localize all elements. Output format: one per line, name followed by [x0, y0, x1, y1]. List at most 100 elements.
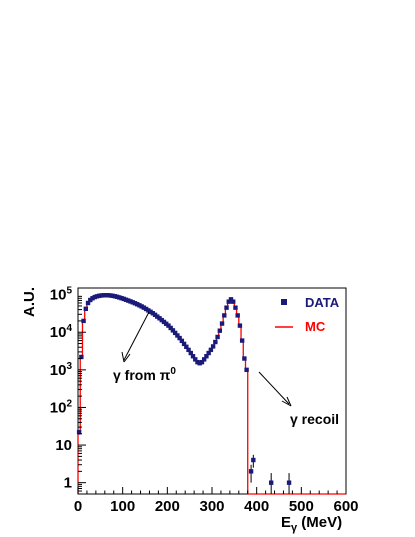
data-point: [237, 323, 243, 328]
x-tick-label: 600: [333, 498, 358, 515]
y-tick-label: 105: [50, 286, 73, 304]
data-point: [181, 341, 187, 347]
data-point: [83, 306, 89, 311]
data-point: [235, 313, 240, 318]
data-point: [114, 294, 120, 300]
data-point: [130, 300, 135, 305]
legend: DATA MC: [275, 295, 340, 334]
y-tick-label: 102: [50, 398, 73, 416]
data-point: [224, 305, 229, 310]
data-point: [231, 299, 236, 304]
data-point: [99, 293, 104, 298]
data-point: [210, 344, 216, 349]
data-point: [193, 357, 198, 362]
data-point: [168, 325, 173, 331]
x-tick-label: 100: [110, 498, 135, 515]
data-point: [188, 350, 193, 356]
data-point: [103, 293, 109, 298]
data-point: [197, 361, 202, 366]
annotation-pi0: γ from π0: [113, 311, 176, 383]
data-point: [177, 335, 182, 341]
data-point: [157, 316, 162, 321]
data-point: [213, 339, 218, 345]
legend-data-marker: [281, 299, 287, 305]
axes: 0 100 200 300 400 500 600 1 10 102 103 104 105: [50, 286, 359, 515]
data-point: [166, 323, 171, 328]
data-point: [268, 480, 274, 485]
data-point: [81, 318, 86, 324]
data-point: [201, 357, 207, 362]
data-point: [150, 311, 156, 316]
annotation-recoil-arrowhead: [281, 396, 292, 407]
data-point: [219, 321, 225, 326]
x-tick-label: 300: [199, 498, 224, 515]
data-point: [141, 305, 147, 310]
data-point: [108, 293, 113, 298]
data-point: [161, 319, 167, 325]
data-point: [123, 297, 129, 302]
data-point: [190, 354, 196, 359]
data-point: [88, 297, 93, 303]
data-point: [184, 344, 189, 349]
x-tick-label: 0: [74, 498, 82, 515]
data-point: [244, 367, 249, 373]
data-point: [199, 359, 205, 365]
data-point: [215, 334, 220, 340]
data-point: [217, 328, 223, 333]
data-point: [112, 294, 118, 299]
annotation-pi0-arrow: [123, 311, 150, 361]
legend-mc-label: MC: [305, 319, 326, 334]
data-point: [170, 328, 176, 333]
data-point: [195, 359, 200, 365]
data-point: [242, 356, 247, 361]
data-point: [132, 301, 138, 306]
data-point: [179, 338, 185, 344]
data-point: [222, 313, 227, 318]
data-point: [286, 480, 292, 485]
data-point: [126, 298, 131, 303]
annotation-recoil-text: γ recoil: [290, 411, 339, 427]
data-point: [134, 302, 140, 307]
annotation-pi0-arrowhead: [121, 351, 131, 363]
x-axis-title: Eγ (MeV): [281, 514, 342, 534]
data-point: [164, 321, 169, 326]
x-tick-label: 400: [244, 498, 269, 515]
data-point: [155, 314, 160, 319]
data-point: [251, 457, 256, 463]
data-point: [139, 304, 144, 309]
data-point: [137, 303, 142, 308]
data-point: [92, 294, 97, 300]
data-series: [76, 293, 292, 494]
data-point: [117, 295, 122, 300]
data-point: [233, 305, 238, 310]
y-axis-title: A.U.: [21, 287, 38, 317]
y-tick-label: 104: [50, 323, 73, 341]
data-point: [101, 293, 106, 298]
data-point: [248, 469, 254, 474]
y-tick-label: 10: [55, 437, 72, 454]
data-point: [110, 293, 115, 299]
data-point: [105, 293, 111, 298]
annotation-recoil-arrow: [258, 371, 290, 405]
data-point: [90, 296, 95, 301]
legend-data-label: DATA: [305, 295, 340, 310]
data-point: [76, 429, 82, 435]
data-point: [204, 354, 209, 359]
data-point: [226, 299, 231, 304]
data-point: [175, 333, 180, 338]
data-point: [186, 347, 191, 353]
data-point: [152, 312, 158, 318]
data-point: [94, 294, 100, 299]
annotation-pi0-text: γ from π0: [113, 366, 176, 383]
data-point: [148, 309, 153, 314]
data-point: [228, 297, 234, 302]
x-tick-label: 200: [155, 498, 180, 515]
data-point: [128, 299, 133, 304]
data-point: [159, 317, 164, 323]
data-point: [172, 330, 178, 336]
data-point: [146, 308, 151, 313]
x-tick-label: 500: [289, 498, 314, 515]
data-point: [79, 354, 84, 360]
data-point: [121, 296, 126, 302]
